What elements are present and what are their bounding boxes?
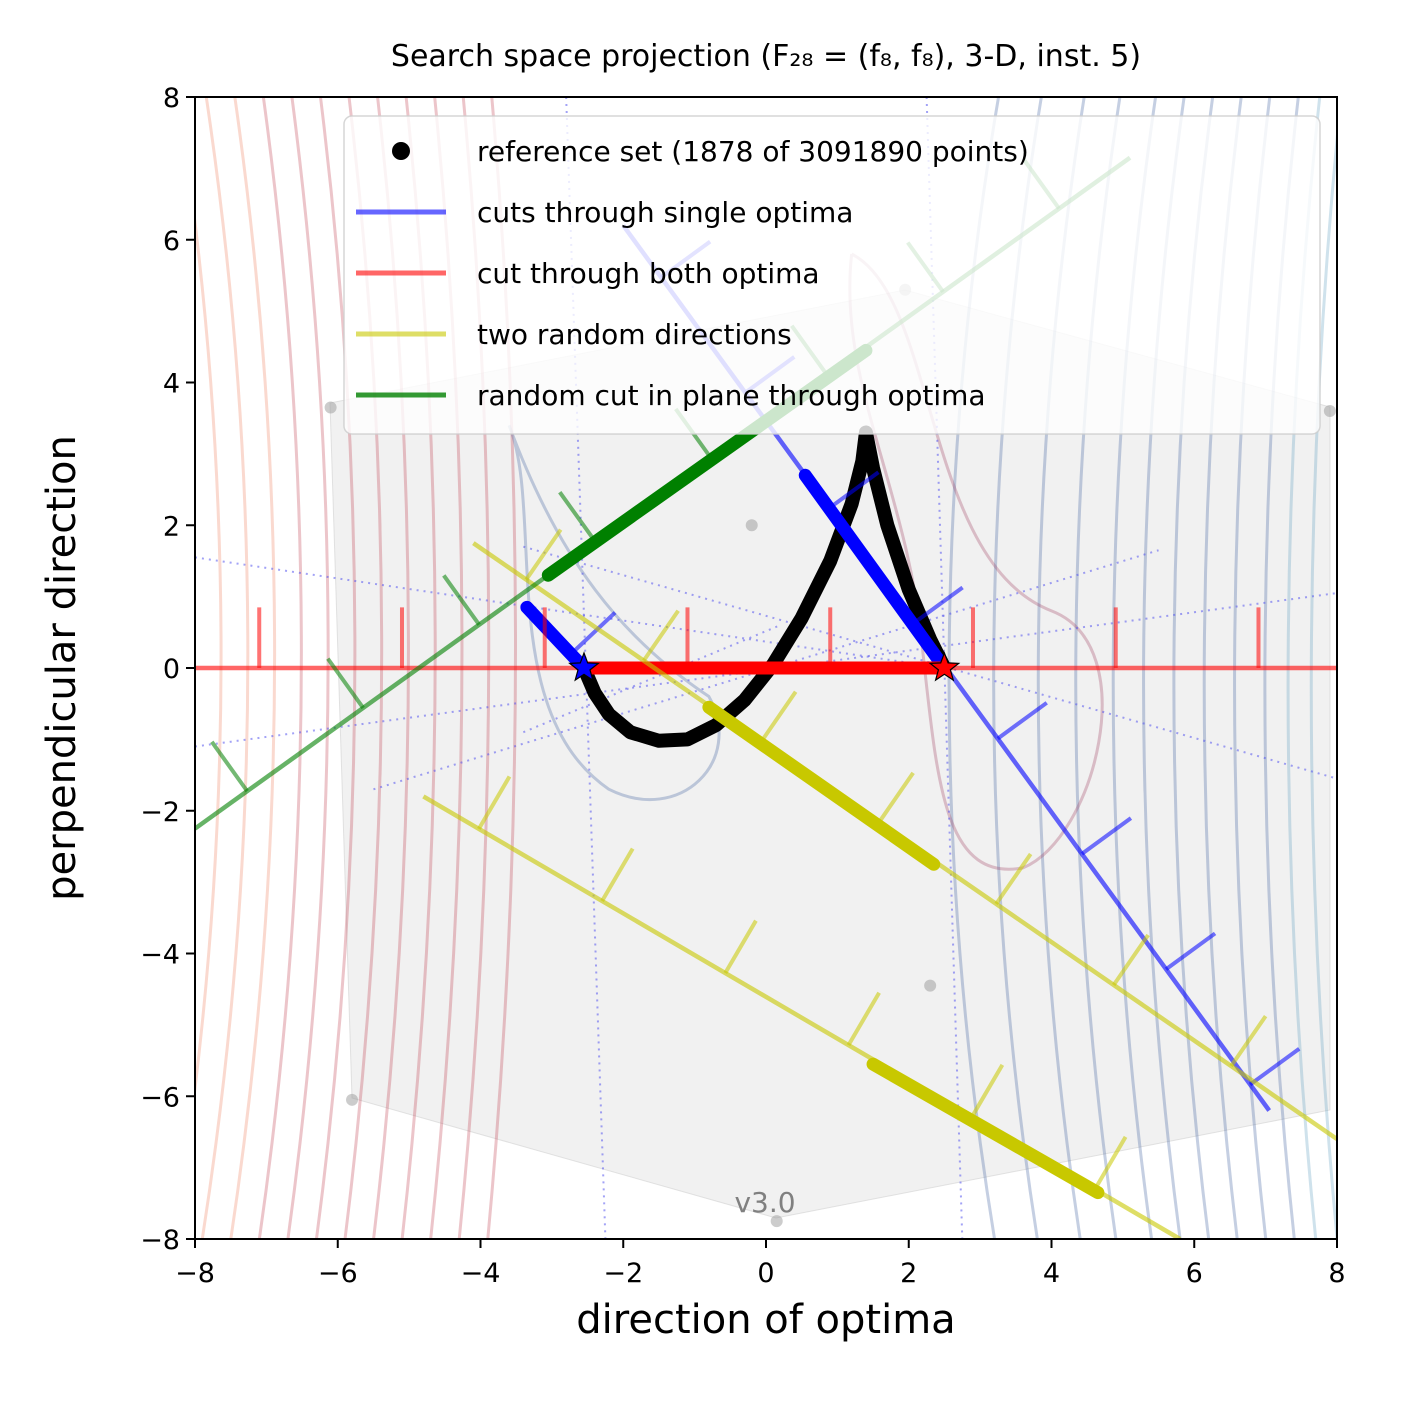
contour-line <box>848 252 1104 871</box>
cut-tick-mark <box>759 690 798 743</box>
cut-tick-mark <box>970 1063 1005 1119</box>
cut-through-single-optima-bold-segment <box>798 468 951 675</box>
x-tick-label: 2 <box>900 1258 917 1289</box>
reference-set-point <box>624 726 637 739</box>
cut-tick-mark <box>442 574 481 626</box>
legend-label: random cut in plane through optima <box>477 379 986 412</box>
cut-tick-mark <box>642 609 680 662</box>
two-random-directions-bold-segment <box>866 1057 1105 1200</box>
y-tick-label: 0 <box>163 654 180 685</box>
guide-line <box>522 624 781 734</box>
legend-marker-dot <box>392 142 410 160</box>
y-tick-label: −2 <box>140 797 180 828</box>
legend-frame <box>343 115 1321 435</box>
guide-line <box>195 556 945 669</box>
cut-tick-mark <box>558 491 597 543</box>
two-random-directions-group <box>422 775 1182 1239</box>
guide-line <box>195 592 1337 748</box>
reference-set-point <box>902 583 915 596</box>
cut-tick-mark <box>1080 816 1133 856</box>
contour-line <box>507 424 721 802</box>
y-axis-title: perpendicular direction <box>39 435 85 901</box>
cut-tick-mark <box>1093 1135 1128 1191</box>
reference-set-point <box>795 612 808 625</box>
corner-point <box>745 519 758 532</box>
cut-tick-mark <box>569 611 617 656</box>
x-axis: −8 −6 −4 −2 0 2 4 6 8 <box>175 1239 1346 1289</box>
two-random-directions-group <box>472 528 1337 1141</box>
reference-set-point <box>824 554 837 567</box>
legend-label: cut through both optima <box>477 257 820 290</box>
version-watermark: v3.0 <box>734 1186 795 1219</box>
guide-line <box>523 545 1337 780</box>
y-tick-label: 4 <box>163 369 180 400</box>
corner-point <box>924 979 937 992</box>
legend: reference set (1878 of 3091890 points) cu… <box>343 115 1321 435</box>
cut-tick-mark <box>600 847 635 902</box>
two-random-directions-bold-segment <box>702 700 941 871</box>
y-tick-label: 6 <box>163 226 180 257</box>
cut-tick-mark <box>994 852 1033 906</box>
y-tick-label: 8 <box>163 83 180 114</box>
reference-set-point <box>602 708 615 721</box>
optimum-star <box>568 651 600 682</box>
legend-item: cut through both optima <box>356 257 820 290</box>
x-tick-label: −8 <box>175 1258 215 1289</box>
optimum-star <box>928 651 961 682</box>
y-axis: −8 −6 −4 −2 0 2 4 6 8 <box>140 83 195 1256</box>
cut-tick-mark <box>723 919 758 975</box>
corner-point <box>1323 405 1336 418</box>
y-tick-label: −6 <box>140 1082 180 1113</box>
cut-tick-mark <box>524 528 563 581</box>
x-axis-title: direction of optima <box>576 1297 955 1343</box>
reference-set-point <box>652 734 665 747</box>
reference-set-point <box>867 462 880 475</box>
corner-point <box>770 1215 783 1228</box>
x-tick-label: 4 <box>1043 1258 1060 1289</box>
reference-set-point <box>845 497 858 510</box>
corner-point <box>324 401 337 414</box>
reference-set-point <box>856 455 869 468</box>
cut-tick-mark <box>1249 1047 1301 1087</box>
legend-item: reference set (1878 of 3091890 points) <box>392 135 1029 168</box>
cut-tick-mark <box>846 991 881 1047</box>
legend-item: random cut in plane through optima <box>356 379 986 412</box>
cut-through-single-optima-bold-segment <box>520 600 591 675</box>
reference-set-point <box>738 694 751 707</box>
cut-tick-mark <box>828 470 880 510</box>
cut-through-single-optima-group <box>520 600 617 675</box>
cut-through-both-optima-group <box>195 607 1337 675</box>
legend-item: two random directions <box>356 318 792 351</box>
legend-label: two random directions <box>477 318 792 351</box>
reference-set-point <box>588 686 601 699</box>
legend-label: cuts through single optima <box>477 196 853 229</box>
y-tick-label: 2 <box>163 511 180 542</box>
cut-tick-mark <box>326 657 365 710</box>
cut-tick-mark <box>996 701 1048 741</box>
cut-tick-mark <box>912 585 964 625</box>
y-tick-label: −8 <box>140 1225 180 1256</box>
x-tick-label: 0 <box>757 1258 774 1289</box>
x-tick-label: 8 <box>1328 1258 1345 1289</box>
legend-label: reference set (1878 of 3091890 points) <box>477 135 1029 168</box>
x-tick-label: 6 <box>1186 1258 1203 1289</box>
cut-tick-mark <box>1229 1014 1268 1068</box>
x-tick-label: −2 <box>603 1258 643 1289</box>
chart-title: Search space projection (F₂₈ = (f₈, f₈),… <box>391 39 1141 74</box>
cut-tick-mark <box>210 740 249 793</box>
cut-tick-mark <box>877 771 915 824</box>
cut-tick-mark <box>1164 931 1217 971</box>
y-tick-label: −4 <box>140 940 180 971</box>
reference-set-point <box>881 519 894 532</box>
optima-markers <box>568 651 961 682</box>
cut-tick-mark <box>477 775 512 830</box>
legend-item: cuts through single optima <box>356 196 853 229</box>
corner-point <box>346 1093 359 1106</box>
x-tick-label: −4 <box>461 1258 501 1289</box>
x-tick-label: −6 <box>318 1258 358 1289</box>
cut-tick-mark <box>1112 933 1150 987</box>
reference-set-point <box>681 733 694 746</box>
